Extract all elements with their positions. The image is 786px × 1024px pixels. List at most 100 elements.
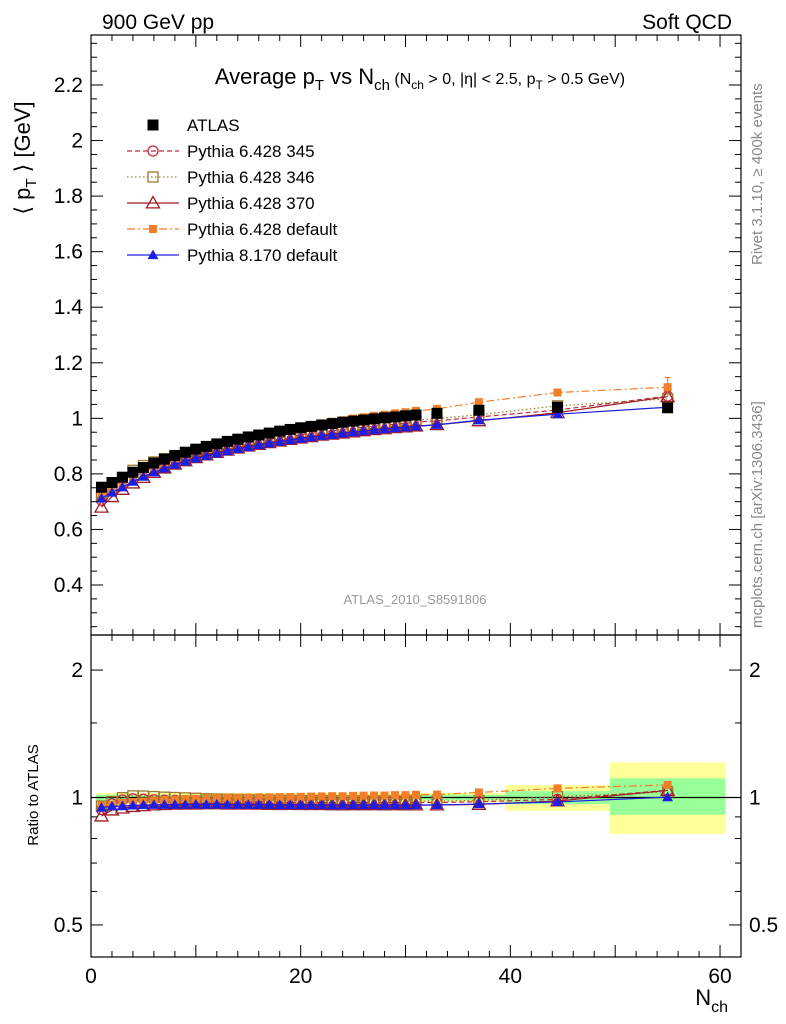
data-point xyxy=(148,457,160,469)
legend-marker xyxy=(147,249,159,260)
ratio-point xyxy=(305,799,317,810)
data-point xyxy=(305,420,317,432)
bottom-plot-area xyxy=(91,762,741,834)
ratio-point xyxy=(368,799,380,810)
ratio-point xyxy=(663,780,672,789)
data-point xyxy=(387,419,403,434)
ratio-point xyxy=(662,791,674,802)
ratio-point xyxy=(116,800,128,811)
ratio-point xyxy=(158,799,170,809)
ratio-point xyxy=(254,793,263,802)
top-axes: 0.4 0.6 0.8 1 1.2 1.4 1.6 1.8 2 2.2 xyxy=(54,35,742,635)
top-y-tick-label: 1.6 xyxy=(54,241,83,264)
ratio-point xyxy=(474,788,483,797)
ratio-point xyxy=(314,796,330,811)
top-y-tick-label: 0.4 xyxy=(54,574,84,597)
data-point xyxy=(179,455,191,466)
data-point xyxy=(305,431,317,442)
bottom-y-tick-label-right: 2 xyxy=(749,659,761,682)
legend-marker xyxy=(147,171,159,183)
data-point xyxy=(295,433,307,443)
ratio-point xyxy=(272,796,288,811)
data-point xyxy=(400,421,412,432)
legend-marker xyxy=(149,225,157,233)
data-point xyxy=(274,436,286,446)
data-point xyxy=(431,419,443,429)
data-point xyxy=(355,423,372,437)
data-point xyxy=(431,407,443,419)
error-bar-group xyxy=(664,376,671,397)
legend-entry: ATLAS xyxy=(147,116,240,135)
data-point xyxy=(397,419,414,433)
ratio-point xyxy=(202,794,211,803)
ratio-point xyxy=(211,798,223,809)
ratio-point xyxy=(376,797,393,811)
ratio-point xyxy=(190,798,202,809)
header-left: 900 GeV pp xyxy=(102,11,214,34)
data-point xyxy=(410,409,422,421)
header-right: Soft QCD xyxy=(642,11,732,34)
data-point xyxy=(127,466,139,478)
legend-entry: Pythia 8.170 default xyxy=(127,246,338,265)
ratio-point xyxy=(282,796,298,810)
ratio-point xyxy=(274,799,286,810)
data-point xyxy=(221,445,233,456)
ratio-point xyxy=(295,799,307,810)
data-point xyxy=(232,433,244,445)
ratio-point xyxy=(106,800,118,811)
top-y-tick-label: 0.6 xyxy=(54,518,83,541)
chart-title: Average pT vs Nch (Nch > 0, |η| < 2.5, p… xyxy=(215,64,625,94)
ratio-point xyxy=(242,799,254,809)
data-point xyxy=(337,427,349,438)
legend-label: ATLAS xyxy=(187,116,240,135)
data-point xyxy=(389,422,401,433)
series-pythia-6-428-default xyxy=(97,383,672,501)
legend-entry: Pythia 6.428 default xyxy=(127,220,338,239)
data-point xyxy=(389,411,401,423)
data-point xyxy=(211,447,223,458)
data-point xyxy=(232,443,244,454)
data-point xyxy=(263,427,275,439)
ratio-point xyxy=(397,797,414,811)
top-y-axis-label: ⟨ pT ⟩ [GeV] xyxy=(10,101,40,214)
legend-entry: Pythia 6.428 370 xyxy=(127,194,315,213)
ratio-point xyxy=(401,791,410,800)
data-point xyxy=(148,466,160,477)
bottom-y-tick-label: 0.5 xyxy=(54,914,83,937)
ratio-point xyxy=(387,796,403,811)
data-point xyxy=(553,388,562,397)
data-point xyxy=(116,471,128,483)
ratio-point xyxy=(286,792,295,801)
ratio-y-axis-label: Ratio to ATLAS xyxy=(25,744,42,845)
data-point xyxy=(200,450,212,460)
data-point xyxy=(263,437,275,448)
data-point xyxy=(368,413,380,425)
data-point xyxy=(368,424,380,435)
data-point xyxy=(473,414,485,425)
ratio-point xyxy=(265,793,274,802)
legend-entry: Pythia 6.428 345 xyxy=(127,142,315,161)
data-point xyxy=(95,492,107,503)
ratio-point xyxy=(359,791,368,800)
data-point xyxy=(272,433,288,447)
ratio-point xyxy=(244,793,253,802)
top-y-tick-label: 0.8 xyxy=(54,463,83,486)
ratio-point xyxy=(317,792,326,801)
legend-label: Pythia 6.428 370 xyxy=(187,194,315,213)
top-plot-area xyxy=(93,376,676,513)
ratio-point xyxy=(347,799,359,810)
ratio-point xyxy=(169,799,181,809)
ratio-point xyxy=(366,796,382,811)
data-point xyxy=(314,427,330,441)
data-point xyxy=(345,424,361,438)
ratio-point xyxy=(408,797,424,811)
bottom-y-tick-label: 1 xyxy=(71,786,83,809)
ratio-point xyxy=(337,799,349,810)
data-point xyxy=(106,477,118,488)
data-point xyxy=(366,421,382,436)
data-point xyxy=(474,398,483,407)
bottom-panel: 0.5 0.51 12 20 20 40 60 Ratio to ATLAS Nch xyxy=(25,634,778,1016)
data-point xyxy=(137,462,149,473)
x-tick-label: 40 xyxy=(499,965,522,988)
